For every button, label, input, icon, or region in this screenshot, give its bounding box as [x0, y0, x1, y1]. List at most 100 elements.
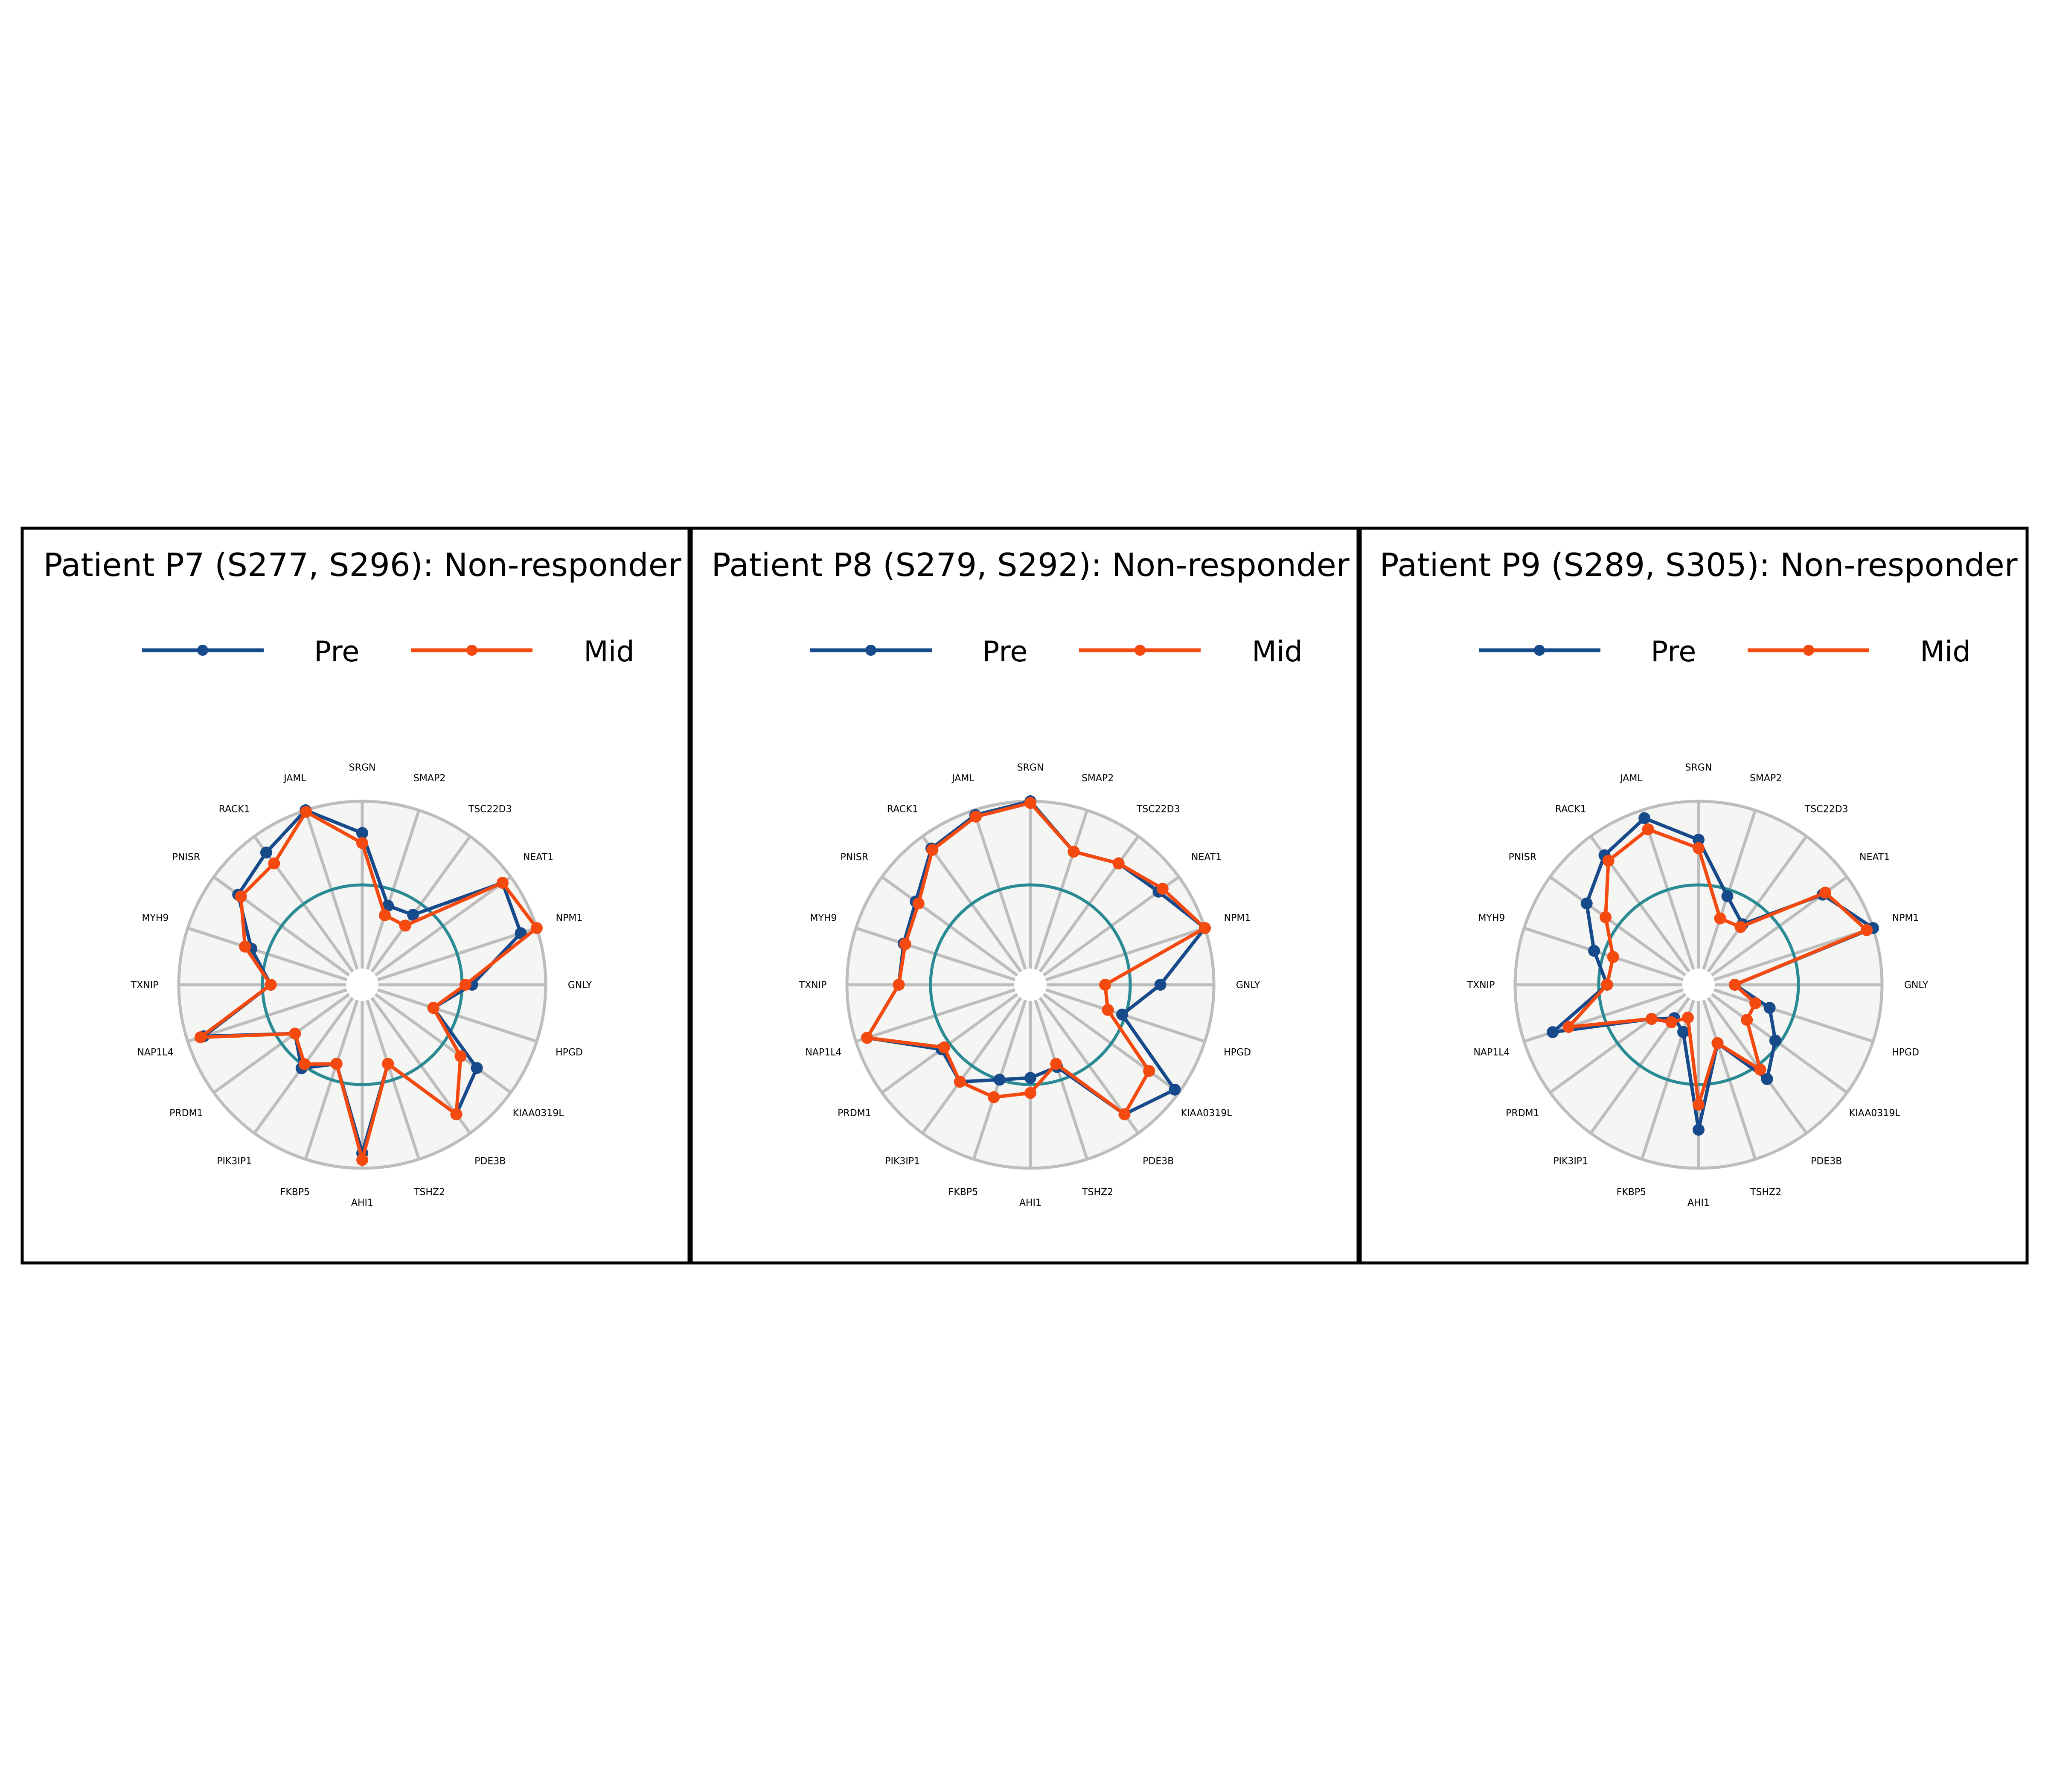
- category-label-pde3b: PDE3B: [1811, 1156, 1842, 1167]
- category-label-gnly: GNLY: [1904, 980, 1929, 991]
- data-point-pre-kiaa0319l: [471, 1062, 483, 1074]
- data-point-mid-jaml: [969, 810, 982, 823]
- category-label-nap1l4: NAP1L4: [1473, 1047, 1510, 1058]
- category-label-tsc22d3: TSC22D3: [1804, 804, 1848, 815]
- legend-label-pre: Pre: [314, 635, 360, 668]
- category-label-tshz2: TSHZ2: [1082, 1187, 1113, 1198]
- panel-frame: [1359, 527, 2029, 1265]
- data-point-pre-hpgd: [1116, 1008, 1129, 1021]
- category-label-srgn: SRGN: [1017, 762, 1044, 773]
- data-point-mid-rack1: [268, 857, 280, 870]
- category-label-hpgd: HPGD: [556, 1047, 583, 1058]
- category-label-jaml: JAML: [951, 773, 975, 784]
- radar-center-hole: [1014, 969, 1047, 1001]
- series-mid: [1562, 823, 1873, 1111]
- category-label-srgn: SRGN: [1685, 762, 1712, 773]
- category-label-neat1: NEAT1: [1191, 852, 1222, 863]
- legend-item-mid: Mid: [1748, 635, 1971, 668]
- data-point-mid-jaml: [1642, 823, 1654, 835]
- chart-legend: Pre Mid: [1479, 635, 1971, 668]
- data-point-mid-myh9: [899, 938, 911, 950]
- data-point-mid-neat1: [1156, 882, 1169, 895]
- data-point-mid-pnisr: [912, 897, 925, 910]
- chart-legend: Pre Mid: [810, 635, 1303, 668]
- data-point-mid-prdm1: [938, 1041, 951, 1053]
- category-label-prdm1: PRDM1: [169, 1108, 203, 1119]
- data-point-mid-npm1: [1199, 922, 1211, 934]
- data-point-mid-ahi1: [1693, 1099, 1705, 1111]
- data-point-mid-fkbp5: [330, 1058, 343, 1070]
- category-label-npm1: NPM1: [556, 913, 583, 923]
- data-point-mid-tshz2: [382, 1058, 394, 1070]
- category-label-fkbp5: FKBP5: [1617, 1187, 1646, 1198]
- category-label-gnly: GNLY: [568, 980, 592, 991]
- series-mid: [194, 806, 543, 1166]
- legend-label-mid: Mid: [1920, 635, 1971, 668]
- radar-center-hole: [1682, 969, 1715, 1001]
- data-point-mid-neat1: [1819, 887, 1832, 899]
- category-label-neat1: NEAT1: [523, 852, 553, 863]
- category-label-gnly: GNLY: [1236, 980, 1260, 991]
- data-point-mid-txnip: [893, 979, 905, 991]
- data-point-mid-pik3ip1: [954, 1076, 966, 1088]
- data-point-mid-srgn: [356, 837, 368, 849]
- data-point-pre-fkbp5: [993, 1073, 1006, 1086]
- data-point-mid-myh9: [239, 940, 251, 953]
- data-point-pre-fkbp5: [1677, 1026, 1690, 1038]
- data-point-mid-prdm1: [1645, 1012, 1658, 1025]
- legend-label-mid: Mid: [1252, 635, 1303, 668]
- category-label-tsc22d3: TSC22D3: [1136, 804, 1180, 815]
- data-point-pre-ahi1: [1693, 1123, 1705, 1136]
- category-label-myh9: MYH9: [142, 913, 169, 923]
- data-point-mid-tshz2: [1050, 1058, 1062, 1070]
- data-point-pre-srgn: [356, 827, 368, 839]
- data-point-pre-rack1: [260, 847, 272, 859]
- panel-p7: Patient P7 (S277, S296): Non-responder P…: [20, 527, 691, 1265]
- data-point-mid-hpgd: [1749, 997, 1762, 1009]
- legend-item-pre: Pre: [1479, 635, 1696, 668]
- category-label-txnip: TXNIP: [131, 980, 159, 991]
- category-label-kiaa0319l: KIAA0319L: [1849, 1108, 1901, 1119]
- legend-marker-mid: [1803, 645, 1814, 656]
- data-point-pre-myh9: [1588, 945, 1600, 957]
- legend-marker-mid: [466, 645, 477, 656]
- category-label-pnisr: PNISR: [172, 852, 200, 863]
- data-point-mid-pik3ip1: [1665, 1016, 1678, 1028]
- radar-plot: SRGN SMAP2 TSC22D3 NEAT1 NPM1 GNLY HPGD KIAA031…: [131, 762, 592, 1208]
- data-point-pre-gnly: [1154, 979, 1167, 991]
- legend-label-pre: Pre: [982, 635, 1028, 668]
- data-point-mid-fkbp5: [1681, 1012, 1694, 1024]
- category-label-nap1l4: NAP1L4: [137, 1047, 173, 1058]
- data-point-mid-kiaa0319l: [1741, 1014, 1753, 1026]
- category-label-npm1: NPM1: [1224, 913, 1251, 923]
- data-point-mid-kiaa0319l: [1143, 1065, 1155, 1077]
- data-point-mid-txnip: [1601, 979, 1613, 991]
- panel-p8: Patient P8 (S279, S292): Non-responder P…: [689, 527, 1360, 1265]
- data-point-mid-txnip: [265, 979, 277, 991]
- legend-item-mid: Mid: [411, 635, 634, 668]
- data-point-mid-fkbp5: [988, 1091, 1000, 1103]
- data-point-mid-jaml: [300, 806, 312, 818]
- series-mid: [861, 797, 1211, 1120]
- radar-center-hole: [346, 969, 378, 1001]
- category-label-srgn: SRGN: [349, 762, 376, 773]
- data-point-mid-hpgd: [427, 1002, 439, 1014]
- data-point-mid-kiaa0319l: [454, 1050, 467, 1062]
- category-label-fkbp5: FKBP5: [948, 1187, 978, 1198]
- category-label-kiaa0319l: KIAA0319L: [1181, 1108, 1233, 1119]
- category-label-rack1: RACK1: [1555, 804, 1586, 815]
- data-point-mid-pde3b: [1754, 1063, 1766, 1076]
- panel-frame: [689, 527, 1360, 1265]
- category-label-txnip: TXNIP: [1467, 980, 1495, 991]
- category-label-pnisr: PNISR: [841, 852, 868, 863]
- data-point-pre-smap2: [1721, 890, 1734, 902]
- data-point-mid-pde3b: [1118, 1108, 1131, 1120]
- legend-item-pre: Pre: [142, 635, 360, 668]
- category-label-hpgd: HPGD: [1224, 1047, 1251, 1058]
- category-label-rack1: RACK1: [219, 804, 250, 815]
- panel-title: Patient P7 (S277, S296): Non-responder: [43, 546, 681, 584]
- data-point-mid-hpgd: [1102, 1004, 1114, 1016]
- data-point-mid-tsc22d3: [399, 919, 411, 932]
- category-label-prdm1: PRDM1: [838, 1108, 871, 1119]
